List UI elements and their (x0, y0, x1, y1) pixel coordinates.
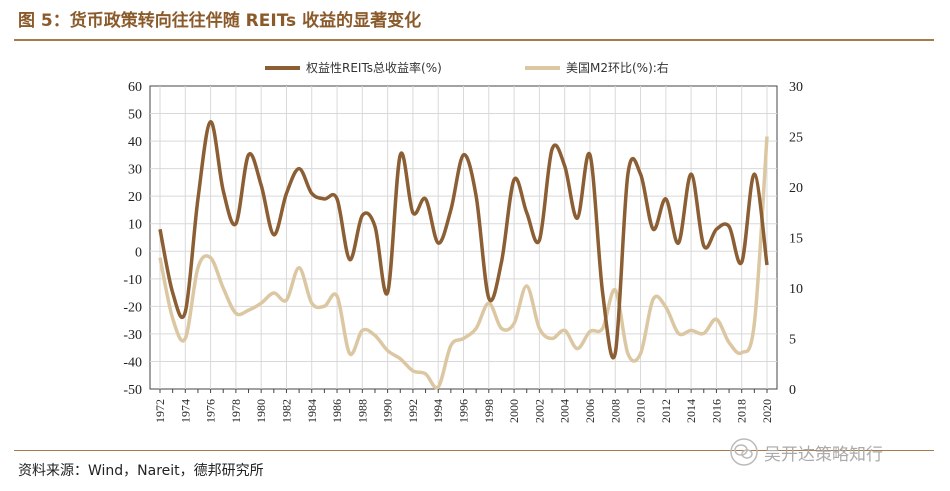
x-tick-label: 1972 (153, 399, 167, 423)
right-tick-label: 10 (789, 282, 803, 297)
left-tick-label: -30 (123, 328, 142, 343)
x-axis: 1972 1974 1976 1978 1980 1982 1984 1986 1988 1990… (153, 389, 774, 423)
watermark: 吴开达策略知行 (730, 436, 883, 468)
right-tick-label: 0 (789, 383, 796, 398)
bottom-rule (14, 450, 934, 451)
right-axis: 0 5 10 15 20 25 30 (789, 80, 803, 398)
x-tick-label: 1986 (330, 399, 344, 423)
x-tick-label: 1980 (254, 399, 268, 423)
left-tick-label: 50 (128, 108, 142, 123)
grid-lines (150, 86, 777, 389)
left-tick-label: 10 (128, 218, 142, 233)
left-tick-label: 0 (135, 245, 142, 260)
x-tick-label: 2000 (507, 399, 521, 423)
right-tick-label: 5 (789, 333, 796, 348)
x-tick-label: 1978 (229, 399, 243, 423)
x-tick-label: 1990 (381, 399, 395, 423)
top-rule (14, 39, 934, 41)
x-tick-label: 2006 (583, 399, 597, 423)
x-tick-label: 2014 (684, 399, 698, 423)
watermark-text: 吴开达策略知行 (764, 444, 883, 465)
legend-label-m2: 美国M2环比(%):右 (566, 60, 669, 75)
x-tick-label: 2018 (735, 399, 749, 423)
x-tick-label: 2020 (760, 399, 774, 423)
x-tick-label: 2016 (709, 399, 723, 423)
left-tick-label: 20 (128, 190, 142, 205)
right-tick-label: 20 (789, 181, 803, 196)
x-tick-label: 2004 (558, 399, 572, 423)
x-tick-label: 1996 (457, 399, 471, 423)
series-line-reits (158, 120, 769, 360)
legend: 权益性REITs总收益率(%) 美国M2环比(%):右 (265, 60, 669, 75)
left-tick-label: -40 (123, 355, 142, 370)
x-tick-label: 2008 (608, 399, 622, 423)
x-tick-label: 1976 (204, 399, 218, 423)
wechat-icon (730, 438, 758, 466)
right-tick-label: 15 (789, 232, 803, 247)
left-tick-label: 60 (128, 80, 142, 95)
source-note: 资料来源：Wind，Nareit，德邦研究所 (18, 463, 264, 479)
x-tick-label: 1992 (406, 399, 420, 423)
legend-label-reits: 权益性REITs总收益率(%) (306, 60, 442, 75)
x-tick-label: 1988 (355, 399, 369, 423)
x-tick-label: 1984 (305, 399, 319, 423)
figure-title: 图 5：货币政策转向往往伴随 REITs 收益的显著变化 (18, 11, 422, 31)
left-tick-label: -50 (123, 383, 142, 398)
line-chart: -50 -40 -30 -20 -10 0 10 20 30 40 50 60 0 5 10 15 20 25 3… (123, 60, 803, 423)
left-tick-label: 40 (128, 135, 142, 150)
right-tick-label: 25 (789, 131, 803, 146)
x-tick-label: 2012 (659, 399, 673, 423)
left-tick-label: -10 (123, 273, 142, 288)
x-tick-label: 2010 (634, 399, 648, 423)
x-tick-label: 2002 (532, 399, 546, 423)
right-tick-label: 30 (789, 80, 803, 95)
x-tick-label: 1974 (178, 399, 192, 423)
series-lines (158, 120, 769, 390)
x-tick-label: 1982 (279, 399, 293, 423)
left-tick-label: -20 (123, 300, 142, 315)
x-tick-label: 1998 (482, 399, 496, 423)
x-tick-label: 1994 (431, 399, 445, 423)
series-line-m2 (158, 136, 769, 390)
left-axis: -50 -40 -30 -20 -10 0 10 20 30 40 50 60 (123, 80, 142, 398)
left-tick-label: 30 (128, 163, 142, 178)
